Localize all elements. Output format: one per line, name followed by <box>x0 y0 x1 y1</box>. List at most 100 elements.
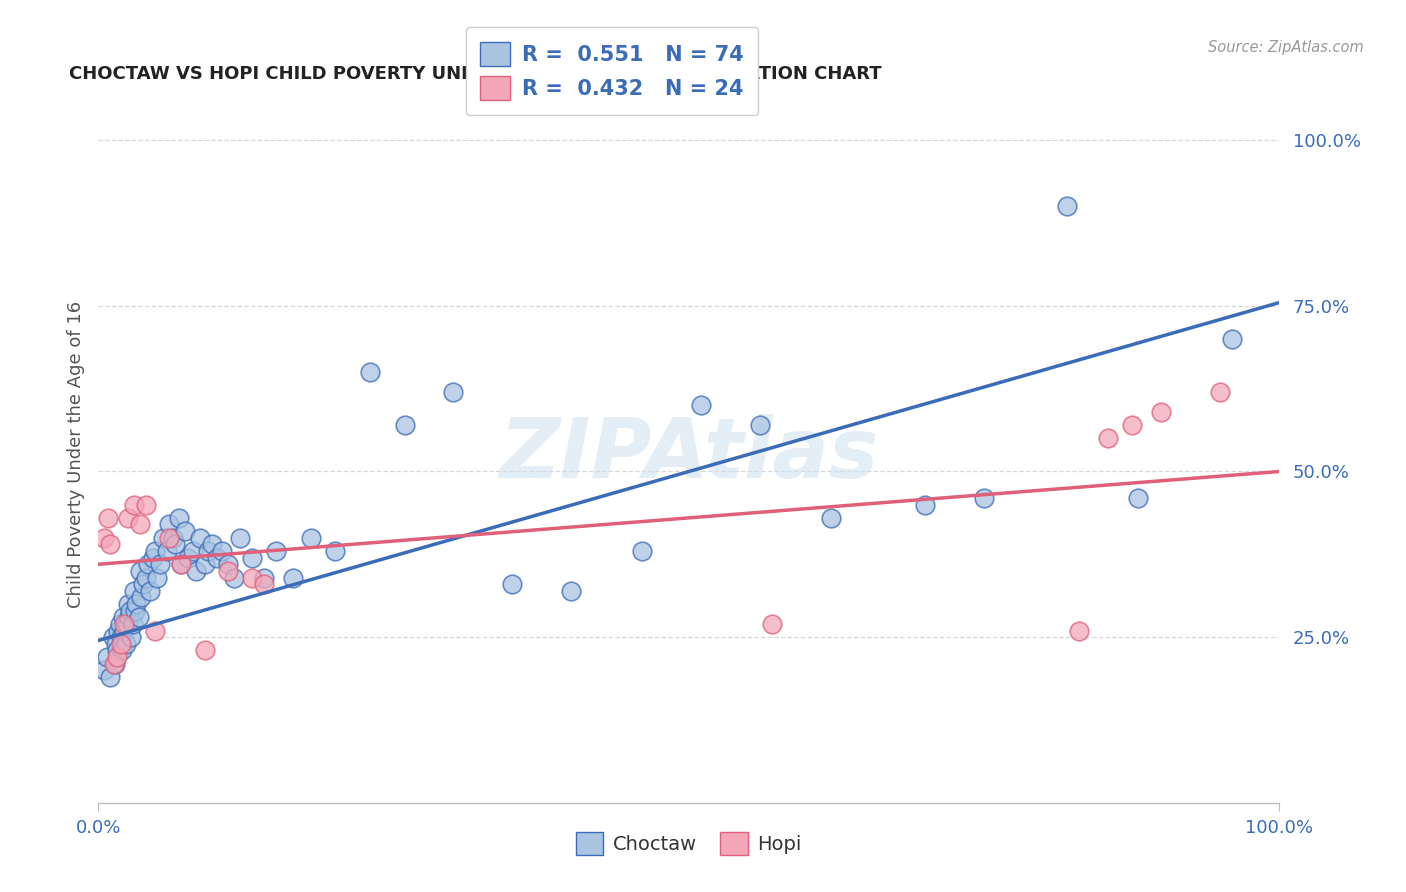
Point <box>1121 418 1143 433</box>
Point <box>101 630 124 644</box>
Point <box>170 558 193 572</box>
Point <box>224 570 246 584</box>
Point <box>152 531 174 545</box>
Point <box>118 610 141 624</box>
Point <box>820 511 842 525</box>
Point <box>165 537 187 551</box>
Point <box>96 650 118 665</box>
Point <box>103 657 125 671</box>
Point <box>108 616 131 631</box>
Point <box>128 564 150 578</box>
Point <box>194 643 217 657</box>
Point <box>146 570 169 584</box>
Point <box>253 577 276 591</box>
Point <box>240 550 263 565</box>
Text: CHOCTAW VS HOPI CHILD POVERTY UNDER THE AGE OF 16 CORRELATION CHART: CHOCTAW VS HOPI CHILD POVERTY UNDER THE … <box>69 65 882 83</box>
Point <box>188 531 211 545</box>
Point <box>105 650 128 665</box>
Point <box>112 624 135 638</box>
Point <box>560 583 582 598</box>
Point <box>112 616 135 631</box>
Point <box>186 564 208 578</box>
Point <box>205 550 228 565</box>
Point <box>142 550 165 565</box>
Point <box>135 498 157 512</box>
Point <box>201 537 224 551</box>
Point <box>1056 199 1078 213</box>
Point <box>122 498 145 512</box>
Point <box>105 637 128 651</box>
Point <box>1220 332 1243 346</box>
Y-axis label: Child Poverty Under the Age of 16: Child Poverty Under the Age of 16 <box>66 301 84 608</box>
Point <box>761 616 783 631</box>
Point <box>170 558 193 572</box>
Point <box>93 531 115 545</box>
Point <box>112 610 135 624</box>
Point <box>264 544 287 558</box>
Point <box>1126 491 1149 505</box>
Point <box>299 531 322 545</box>
Point <box>229 531 252 545</box>
Point <box>132 577 155 591</box>
Point <box>104 657 127 671</box>
Point <box>1150 405 1173 419</box>
Point <box>124 604 146 618</box>
Point <box>211 544 233 558</box>
Point <box>914 498 936 512</box>
Point <box>630 544 652 558</box>
Point <box>197 544 219 558</box>
Point <box>98 537 121 551</box>
Point <box>97 511 120 525</box>
Point <box>359 365 381 379</box>
Point <box>129 591 152 605</box>
Point <box>394 418 416 433</box>
Point <box>240 570 263 584</box>
Point <box>107 624 129 638</box>
Point <box>93 663 115 677</box>
Point <box>128 610 150 624</box>
Point <box>162 531 184 545</box>
Point <box>122 583 145 598</box>
Point <box>125 597 148 611</box>
Point <box>173 524 195 538</box>
Point <box>156 544 179 558</box>
Point <box>501 577 523 591</box>
Point <box>973 491 995 505</box>
Point <box>167 511 190 525</box>
Point <box>136 558 159 572</box>
Point <box>110 637 132 651</box>
Point <box>111 643 134 657</box>
Point <box>139 583 162 598</box>
Legend: Choctaw, Hopi: Choctaw, Hopi <box>568 824 810 863</box>
Point <box>283 570 305 584</box>
Point <box>115 616 138 631</box>
Point <box>117 597 139 611</box>
Point <box>105 643 128 657</box>
Point <box>149 558 172 572</box>
Point <box>217 558 239 572</box>
Point <box>217 564 239 578</box>
Point <box>135 570 157 584</box>
Point <box>194 558 217 572</box>
Point <box>157 517 180 532</box>
Point <box>110 630 132 644</box>
Point <box>177 550 200 565</box>
Text: ZIPAtlas: ZIPAtlas <box>499 415 879 495</box>
Text: Source: ZipAtlas.com: Source: ZipAtlas.com <box>1208 40 1364 55</box>
Point <box>121 616 143 631</box>
Point <box>441 384 464 399</box>
Point <box>253 570 276 584</box>
Point <box>689 398 711 412</box>
Point <box>121 630 143 644</box>
Point <box>143 544 166 558</box>
Point <box>157 531 180 545</box>
Point <box>128 517 150 532</box>
Point <box>323 544 346 558</box>
Point <box>748 418 770 433</box>
Point <box>181 544 204 558</box>
Point <box>98 670 121 684</box>
Point <box>117 511 139 525</box>
Point <box>143 624 166 638</box>
Point <box>114 637 136 651</box>
Point <box>1209 384 1232 399</box>
